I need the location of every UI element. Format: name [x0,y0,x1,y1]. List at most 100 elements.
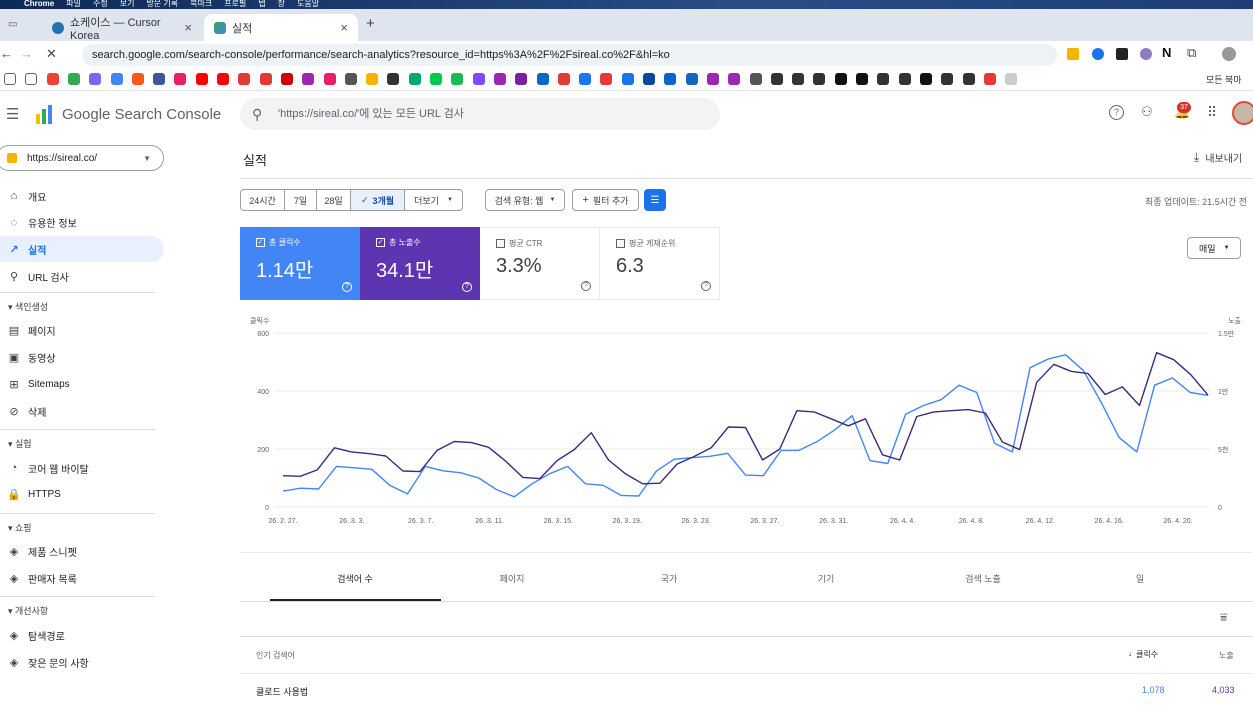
search-type-filter[interactable]: 검색 유형: 웹 ▼ [485,189,565,211]
close-tab-icon[interactable]: × [184,20,192,35]
bookmark-icon[interactable] [366,73,379,85]
dimension-tab[interactable]: 일 [1135,574,1145,584]
mac-menu-item[interactable]: 북마크 [190,0,213,8]
bookmark-icon[interactable] [131,73,144,85]
extension-icon[interactable] [1140,48,1152,60]
tab-search-icon[interactable]: ▭ [8,19,18,30]
new-tab-button[interactable]: + [366,15,375,32]
bookmark-icon[interactable] [877,73,890,85]
bookmark-icon[interactable] [664,73,677,85]
mac-menu-item[interactable]: 탭 [258,0,266,8]
sidebar-item[interactable]: ◌ 유용한 정보 [0,210,164,236]
bookmark-icon[interactable] [834,73,847,85]
dimension-tab[interactable]: 검색 노출 [965,574,1001,584]
bookmark-icon[interactable] [195,73,208,85]
date-filter-7d[interactable]: 7일 [284,189,317,211]
back-icon[interactable]: ← [0,46,13,61]
bookmark-icon[interactable] [557,73,570,85]
bookmark-icon[interactable] [408,73,421,85]
mac-menu-item[interactable]: 수정 [92,0,108,8]
close-tab-icon[interactable]: × [340,20,348,35]
bookmark-icon[interactable] [856,73,868,85]
bookmark-icon[interactable] [451,73,464,85]
bookmark-icon[interactable] [387,73,400,85]
sidebar-item[interactable]: ◈ 탐색경로 [0,622,164,648]
sidebar-item[interactable]: ⌂ 개요 [0,183,164,209]
extensions-puzzle-icon[interactable]: ⧉ [1187,45,1197,60]
sidebar-section-header[interactable]: ▾ 실험 [8,437,32,450]
add-filter-button[interactable]: + 필터 추가 [572,189,639,211]
dimension-tab[interactable]: 검색어 수 [337,574,373,584]
help-icon[interactable]: ? [1109,105,1124,120]
account-avatar[interactable] [1232,101,1253,125]
mac-menu-item[interactable]: 파일 [66,0,81,8]
sidebar-section-header[interactable]: ▾ 개선사항 [8,604,48,617]
sidebar-item[interactable]: ◈ 제품 스니펫 [0,539,164,565]
bookmark-icon[interactable] [941,73,954,85]
browser-tab-performance[interactable]: 실적 × [204,14,358,41]
bookmark-icon[interactable] [1005,73,1018,85]
bookmark-icon[interactable] [515,73,528,85]
mac-menu-item[interactable]: 도움말 [297,0,320,8]
sidebar-section-header[interactable]: ▾ 색인생성 [8,300,48,313]
checkbox-icon[interactable] [496,239,505,248]
bookmark-icon[interactable] [792,73,805,85]
extension-icon[interactable] [1067,48,1079,60]
dimension-tab[interactable]: 페이지 [499,574,525,584]
mac-menu-item[interactable]: 방문 기록 [146,0,179,8]
date-filter-3m[interactable]: ✓ 3개월 [350,189,405,211]
bookmark-icon[interactable] [813,73,826,85]
bookmark-icon[interactable] [962,73,975,85]
bookmark-icon[interactable] [323,73,336,85]
date-filter-24h[interactable]: 24시간 [240,189,285,211]
browser-tab-cursor[interactable]: 쇼케이스 — Cursor Korea × [42,14,202,42]
bookmark-icon[interactable] [493,73,506,85]
bookmark-icon[interactable] [302,73,315,85]
sidebar-item[interactable]: 🔒 HTTPS [0,482,164,508]
mac-menu-item[interactable]: 보기 [119,0,135,8]
bookmark-icon[interactable] [153,73,166,85]
help-icon[interactable]: ? [701,281,711,291]
checkbox-checked-icon[interactable]: ✓ [376,238,385,247]
granularity-select[interactable]: 매일 ▼ [1187,237,1241,259]
metric-card[interactable]: ✓ 총 노출수 34.1만? [360,227,480,300]
bookmark-icon[interactable] [110,73,123,85]
date-filter-28d[interactable]: 28일 [316,189,351,211]
help-icon[interactable]: ? [581,281,591,291]
bookmark-icon[interactable] [259,73,272,85]
checkbox-icon[interactable] [616,239,625,248]
sidebar-item[interactable]: ◔ 코어 웹 바이탈 [0,455,164,481]
compare-filter-button[interactable]: ☰ [644,189,666,211]
sidebar-item[interactable]: ⊘ 삭제 [0,398,164,424]
bookmark-icon[interactable] [4,73,16,85]
sidebar-section-header[interactable]: ▾ 쇼핑 [8,521,32,534]
bookmark-icon[interactable] [344,73,357,85]
sidebar-item[interactable]: ▤ 페이지 [0,318,164,344]
notion-icon[interactable]: N [1162,45,1172,60]
bookmark-icon[interactable] [600,73,613,85]
bookmark-icon[interactable] [280,73,293,85]
col-header-impressions[interactable]: 노출 [1219,651,1234,660]
bookmark-icon[interactable] [67,73,80,85]
sidebar-item[interactable]: ⚲ URL 검사 [0,263,164,289]
sidebar-item[interactable]: ▣ 동영상 [0,345,164,371]
bookmark-icon[interactable] [238,73,251,85]
export-button[interactable]: ⤓ 내보내기 [1194,150,1242,165]
profile-avatar[interactable] [1222,47,1236,61]
bookmark-icon[interactable] [983,73,996,85]
mac-menu-item[interactable]: Chrome [24,0,55,8]
dimension-tab[interactable]: 기기 [817,574,835,584]
table-row[interactable]: 클로드 사용법 1,078 4,033 [240,674,1253,706]
address-bar[interactable]: search.google.com/search-console/perform… [82,44,1057,66]
stop-loading-icon[interactable]: ✕ [46,46,57,61]
date-filter-more[interactable]: 더보기 ▼ [404,189,463,211]
help-icon[interactable]: ? [342,282,352,292]
bookmark-icon[interactable] [472,73,485,85]
bookmark-icon[interactable] [919,73,932,85]
bookmark-icon[interactable] [174,73,187,85]
sidebar-item[interactable]: ⊞ Sitemaps [0,371,164,397]
forward-icon[interactable]: → [20,46,33,61]
sidebar-item[interactable]: ◈ 잦은 문의 사항 [0,649,164,675]
metric-card[interactable]: 평균 게재순위 6.3? [600,227,720,300]
dimension-tab[interactable]: 국가 [660,574,678,584]
